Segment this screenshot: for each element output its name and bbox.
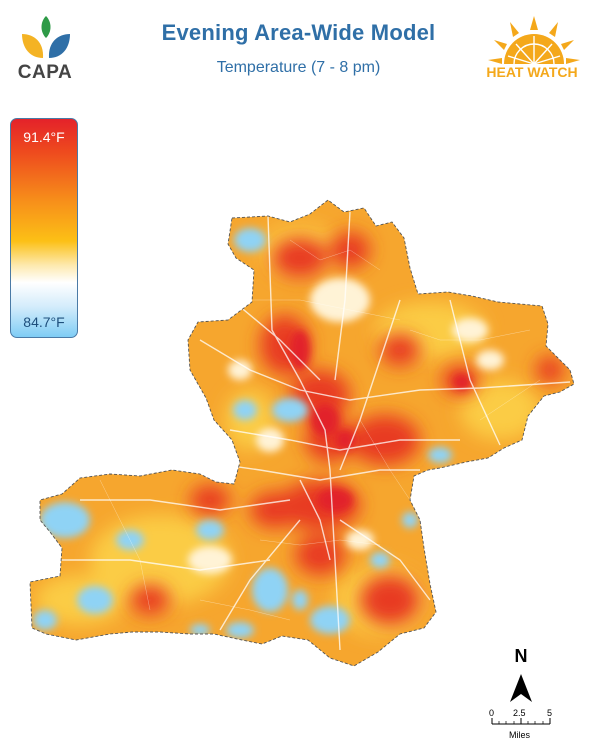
north-label: N xyxy=(514,646,528,666)
capa-logo-text: CAPA xyxy=(17,62,73,83)
scale-tick-0: 0 xyxy=(489,708,495,718)
north-arrow-icon xyxy=(510,674,532,702)
scale-tick-2-5: 2.5 xyxy=(513,708,526,718)
heat-watch-logo-text: HEAT WATCH xyxy=(486,64,578,80)
legend-min-label: 84.7°F xyxy=(23,314,65,330)
scale-bar: 0 2.5 5 Miles xyxy=(484,708,564,748)
page-subtitle: Temperature (7 - 8 pm) xyxy=(216,59,381,76)
heat-map xyxy=(29,199,575,667)
scale-unit: Miles xyxy=(509,730,531,740)
page-title: Evening Area-Wide Model xyxy=(161,20,436,45)
leaf-logo-icon xyxy=(22,16,70,58)
sun-logo-icon xyxy=(488,16,580,65)
header: CAPA Evening Area-Wide Model Temperature… xyxy=(0,0,597,95)
temperature-legend: 91.4°F 84.7°F xyxy=(10,118,78,338)
legend-max-label: 91.4°F xyxy=(23,129,65,145)
scale-tick-5: 5 xyxy=(547,708,553,718)
